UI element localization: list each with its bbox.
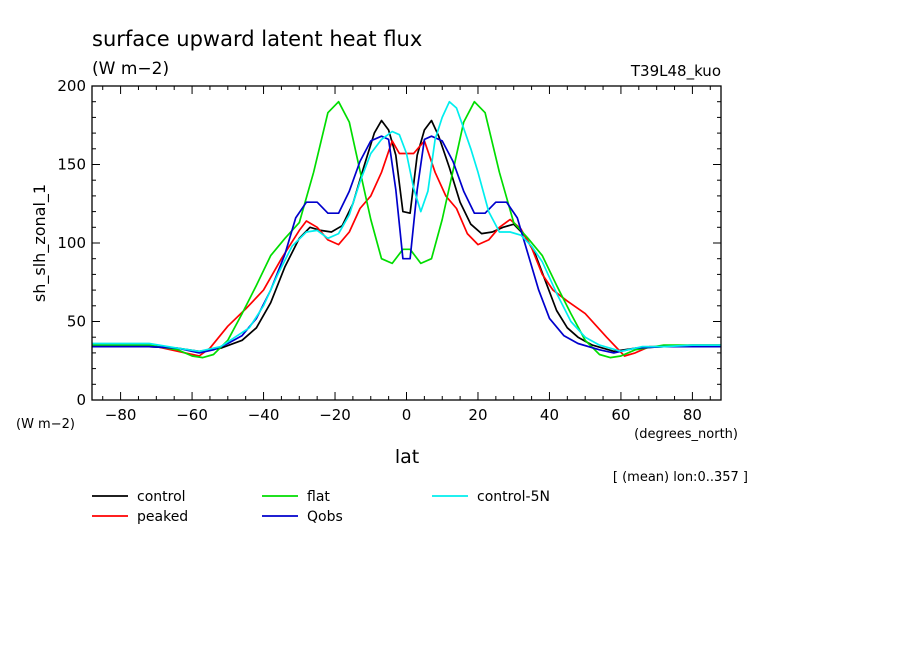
footnote: [ (mean) lon:0..357 ] <box>613 470 748 485</box>
chart-subtitle: (W m−2) <box>92 59 169 79</box>
x-tick-label: 0 <box>402 406 412 424</box>
legend: control peaked flat Qobs control-5N <box>92 489 550 525</box>
run-label: T39L48_kuo <box>630 62 721 81</box>
axis-ticks: −80 −60 −40 −20 0 20 40 60 80 0 50 100 150 200 <box>57 77 721 424</box>
y-tick-label: 200 <box>57 77 86 95</box>
x-tick-label: −40 <box>248 406 280 424</box>
legend-label-0: control <box>137 489 186 505</box>
chart-title: surface upward latent heat flux <box>92 27 422 51</box>
x-tick-label: 80 <box>683 406 702 424</box>
x-tick-label: 60 <box>611 406 630 424</box>
series-line-4 <box>92 100 721 353</box>
series-line-1 <box>92 140 721 357</box>
legend-label-4: control-5N <box>477 489 550 505</box>
y-tick-label: 150 <box>57 156 86 174</box>
x-tick-label: −80 <box>105 406 137 424</box>
x-tick-label: −60 <box>176 406 208 424</box>
series-line-3 <box>92 135 721 354</box>
y-axis-unit: (W m−2) <box>16 417 75 432</box>
y-axis-label: sh_slh_zonal_1 <box>30 184 50 302</box>
y-tick-label: 100 <box>57 234 86 252</box>
y-tick-label: 50 <box>67 313 86 331</box>
x-axis-unit: (degrees_north) <box>634 427 738 442</box>
x-axis-label: lat <box>395 446 419 468</box>
y-tick-label: 0 <box>76 391 86 409</box>
plot-lines <box>92 100 721 359</box>
x-tick-label: 20 <box>468 406 487 424</box>
legend-label-2: flat <box>307 489 330 505</box>
x-tick-label: 40 <box>540 406 559 424</box>
series-line-2 <box>92 100 721 359</box>
legend-label-3: Qobs <box>307 509 343 525</box>
x-tick-label: −20 <box>319 406 351 424</box>
legend-label-1: peaked <box>137 509 188 525</box>
